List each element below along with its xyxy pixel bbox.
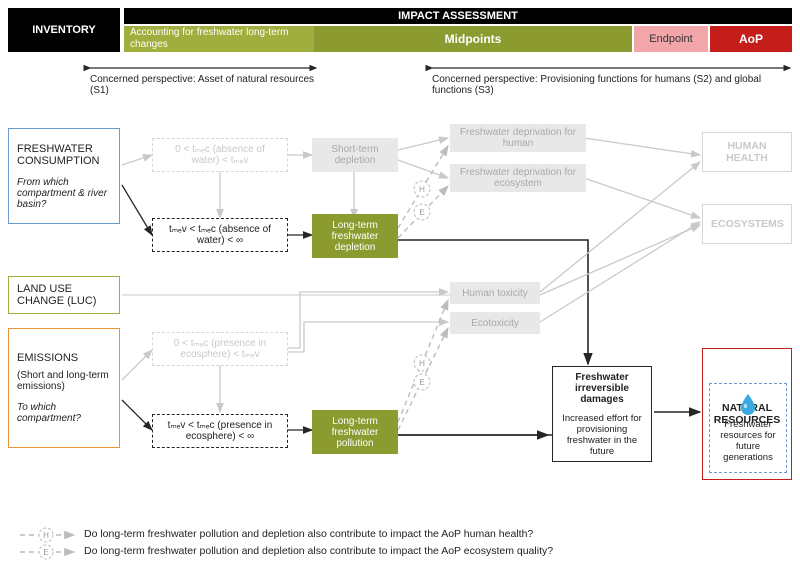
svg-text:H: H: [43, 531, 49, 540]
midpoint-fw-dep-human: Freshwater deprivation for human: [450, 124, 586, 152]
header-midpoints: Midpoints: [314, 26, 632, 52]
aop-natural-resources: NATURAL RESOURCES Freshwater resources f…: [702, 348, 792, 480]
cond-presence-active: tₘₑᴠ < tₘₑᴄ (presence in ecosphere) < ∞: [152, 414, 288, 448]
legend-h: Do long-term freshwater pollution and de…: [84, 528, 533, 540]
midpoint-human-tox: Human toxicity: [450, 282, 540, 304]
svg-text:H: H: [419, 185, 425, 194]
cond-absence-faded: 0 < tₘₑᴄ (absence of water) < tₘₑᴠ: [152, 138, 288, 172]
midpoint-short-depletion: Short-term depletion: [312, 138, 398, 172]
cond-presence-faded: 0 < tₘₑᴄ (presence in ecosphere) < tₘₑᴠ: [152, 332, 288, 366]
emissions-sub: To which compartment?: [17, 402, 111, 424]
svg-text:E: E: [419, 378, 424, 387]
aop-human-health: HUMAN HEALTH: [702, 132, 792, 172]
inventory-luc: LAND USE CHANGE (LUC): [8, 276, 120, 314]
midpoint-fw-dep-eco: Freshwater deprivation for ecosystem: [450, 164, 586, 192]
midpoint-long-pollution: Long-term freshwater pollution: [312, 410, 398, 454]
midpoint-long-depletion: Long-term freshwater depletion: [312, 214, 398, 258]
svg-text:H: H: [419, 359, 425, 368]
endpoint-sub: Increased effort for provisioning freshw…: [561, 413, 643, 457]
fw-consumption-title: FRESHWATER CONSUMPTION: [17, 143, 111, 167]
header-inventory: INVENTORY: [8, 8, 120, 52]
header-accounting: Accounting for freshwater long-term chan…: [124, 26, 314, 52]
header-aop: AoP: [710, 26, 792, 52]
emissions-mid: (Short and long-term emissions): [17, 370, 111, 392]
inventory-fw-consumption: FRESHWATER CONSUMPTION From which compar…: [8, 128, 120, 224]
aop-ecosystems: ECOSYSTEMS: [702, 204, 792, 244]
perspective-s2s3: Concerned perspective: Provisioning func…: [432, 74, 792, 96]
endpoint-title: Freshwater irreversible damages: [561, 372, 643, 405]
emissions-title: EMISSIONS: [17, 352, 78, 364]
inventory-emissions: EMISSIONS (Short and long-term emissions…: [8, 328, 120, 448]
endpoint-fw-damages: Freshwater irreversible damages Increase…: [552, 366, 652, 462]
svg-text:E: E: [43, 548, 48, 557]
legend-e: Do long-term freshwater pollution and de…: [84, 545, 553, 557]
perspective-s1: Concerned perspective: Asset of natural …: [90, 74, 320, 96]
header-endpoint: Endpoint: [634, 26, 708, 52]
fw-consumption-sub: From which compartment & river basin?: [17, 177, 111, 210]
svg-text:E: E: [419, 208, 424, 217]
water-drop-icon: [739, 393, 757, 415]
aop-nat-sub: Freshwater resources for future generati…: [714, 419, 782, 463]
midpoint-ecotox: Ecotoxicity: [450, 312, 540, 334]
cond-absence-active: tₘₑᴠ < tₘₑᴄ (absence of water) < ∞: [152, 218, 288, 252]
header-impact: IMPACT ASSESSMENT: [124, 8, 792, 24]
